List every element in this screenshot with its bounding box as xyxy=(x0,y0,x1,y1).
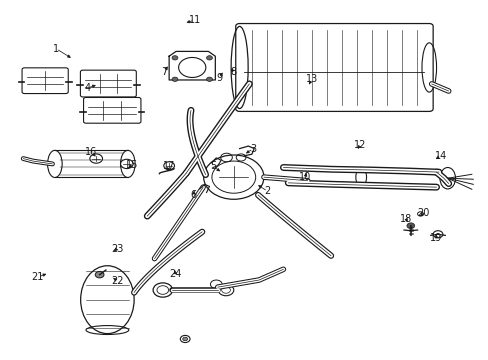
Text: 23: 23 xyxy=(111,244,123,253)
Text: 6: 6 xyxy=(190,190,196,200)
Text: 8: 8 xyxy=(230,67,236,77)
Circle shape xyxy=(183,337,187,341)
Text: 12: 12 xyxy=(353,140,366,150)
Text: 10: 10 xyxy=(299,172,311,182)
Text: 18: 18 xyxy=(399,213,411,224)
Text: 22: 22 xyxy=(111,276,123,286)
Text: 24: 24 xyxy=(169,269,181,279)
Text: 19: 19 xyxy=(429,233,442,243)
Text: 15: 15 xyxy=(125,160,138,170)
Text: 2: 2 xyxy=(264,186,270,197)
Text: 21: 21 xyxy=(32,272,44,282)
Text: 20: 20 xyxy=(416,208,429,218)
Text: 3: 3 xyxy=(250,144,256,154)
Circle shape xyxy=(406,223,414,229)
Circle shape xyxy=(95,271,104,278)
Circle shape xyxy=(172,56,178,60)
Text: 17: 17 xyxy=(163,161,175,171)
Circle shape xyxy=(206,56,212,60)
Text: 9: 9 xyxy=(216,73,222,83)
Text: 16: 16 xyxy=(85,147,97,157)
Text: 11: 11 xyxy=(188,15,201,25)
Circle shape xyxy=(172,77,178,81)
Circle shape xyxy=(206,77,212,81)
Text: 5: 5 xyxy=(209,161,216,171)
Text: 13: 13 xyxy=(305,74,317,84)
Text: 14: 14 xyxy=(434,151,447,161)
Text: 4: 4 xyxy=(85,83,91,93)
Text: 7: 7 xyxy=(161,67,167,77)
Text: 1: 1 xyxy=(53,44,59,54)
